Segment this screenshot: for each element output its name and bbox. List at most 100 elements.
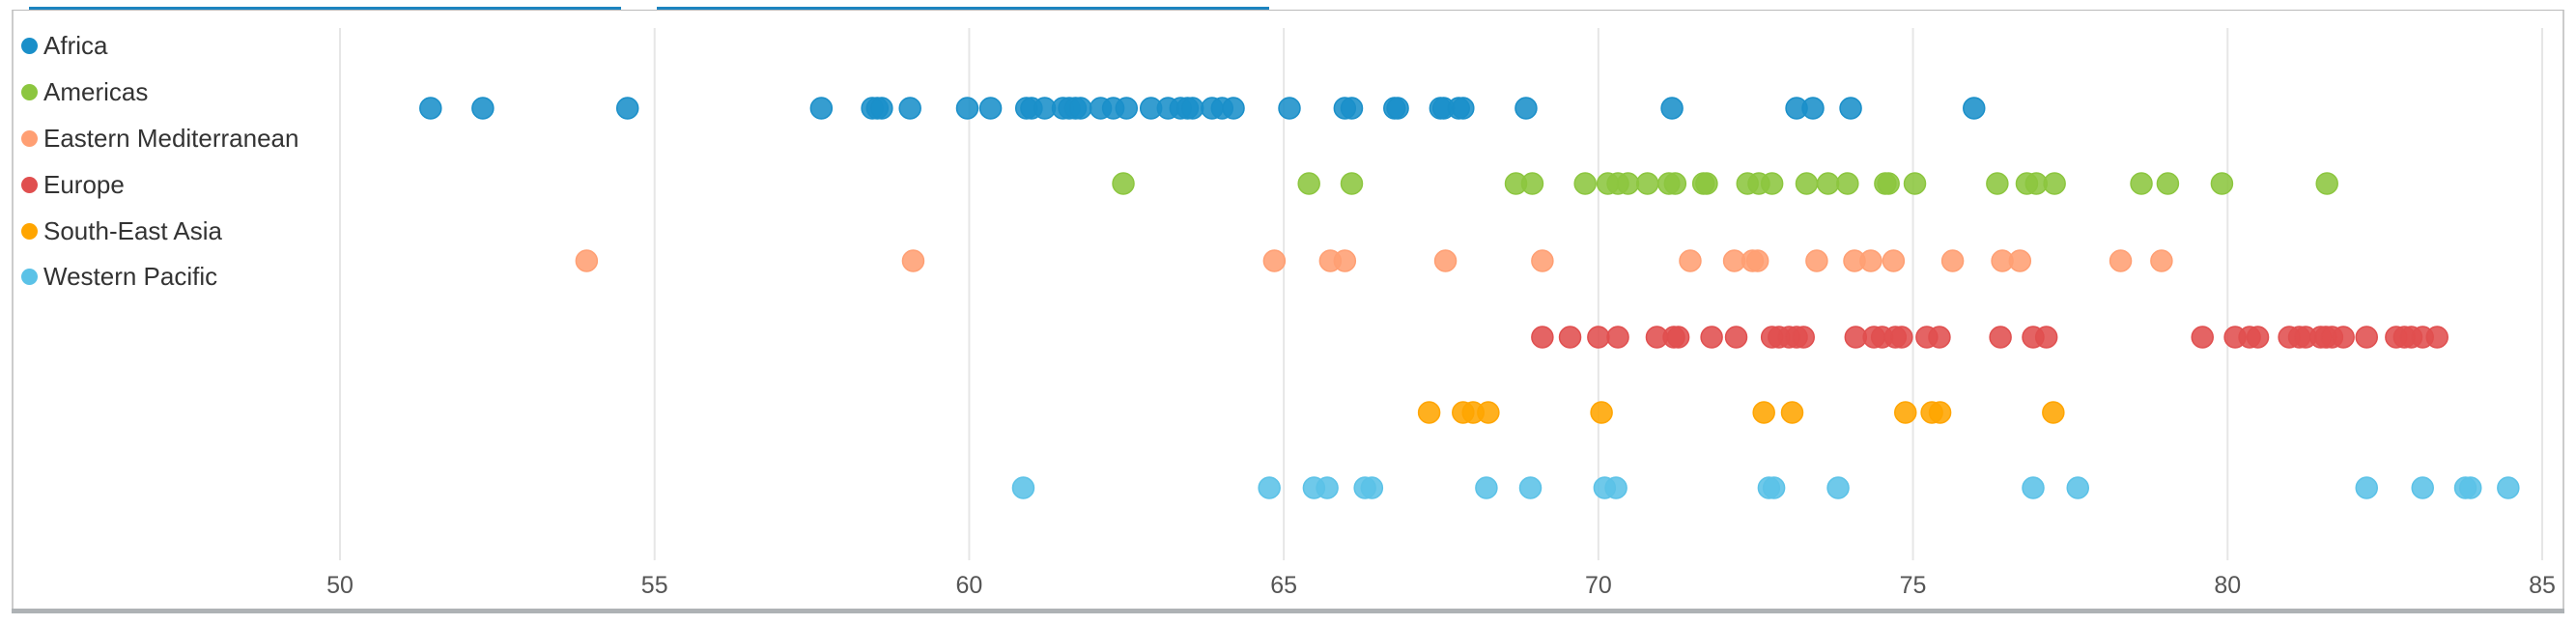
data-point[interactable] — [2130, 172, 2153, 195]
data-point[interactable] — [1801, 97, 1825, 120]
legend-item[interactable]: Europe — [21, 161, 298, 208]
data-point[interactable] — [1386, 97, 1409, 120]
data-point[interactable] — [1262, 249, 1287, 272]
data-point[interactable] — [1222, 97, 1245, 120]
data-point[interactable] — [1520, 172, 1544, 195]
data-point[interactable] — [1514, 97, 1538, 120]
data-point[interactable] — [1826, 476, 1850, 499]
data-point[interactable] — [1859, 249, 1882, 272]
data-point[interactable] — [1604, 476, 1628, 499]
legend-item[interactable]: Africa — [21, 23, 298, 70]
data-point[interactable] — [2066, 476, 2089, 499]
data-point[interactable] — [2042, 401, 2065, 424]
data-point[interactable] — [1780, 401, 1804, 424]
data-point[interactable] — [1890, 326, 1913, 349]
data-point[interactable] — [1760, 172, 1784, 195]
data-point[interactable] — [1531, 249, 1554, 272]
legend-item[interactable]: Eastern Mediterranean — [21, 116, 298, 162]
data-point[interactable] — [901, 249, 925, 272]
data-point[interactable] — [2191, 326, 2214, 349]
data-point[interactable] — [1666, 326, 1690, 349]
data-point[interactable] — [2043, 172, 2066, 195]
data-point[interactable] — [1340, 97, 1364, 120]
data-point[interactable] — [2109, 249, 2133, 272]
data-point[interactable] — [1531, 326, 1554, 349]
data-point[interactable] — [1112, 172, 1135, 195]
data-point[interactable] — [1258, 476, 1281, 499]
data-point[interactable] — [2156, 172, 2180, 195]
data-point[interactable] — [870, 97, 893, 120]
data-point[interactable] — [1340, 172, 1364, 195]
data-point[interactable] — [1877, 172, 1900, 195]
data-point[interactable] — [1606, 326, 1629, 349]
data-point[interactable] — [1679, 249, 1702, 272]
data-point[interactable] — [615, 97, 639, 120]
data-point[interactable] — [1816, 172, 1840, 195]
data-point[interactable] — [1573, 172, 1597, 195]
data-point[interactable] — [1333, 249, 1357, 272]
data-point[interactable] — [1903, 172, 1927, 195]
data-point[interactable] — [471, 97, 495, 120]
data-point[interactable] — [1316, 476, 1339, 499]
data-point[interactable] — [1792, 326, 1815, 349]
data-point[interactable] — [2210, 172, 2234, 195]
data-point[interactable] — [1963, 97, 1986, 120]
data-point[interactable] — [1360, 476, 1384, 499]
data-point[interactable] — [2150, 249, 2173, 272]
data-point[interactable] — [419, 97, 442, 120]
data-point[interactable] — [1297, 172, 1320, 195]
data-point[interactable] — [1068, 97, 1092, 120]
data-point[interactable] — [2425, 326, 2449, 349]
data-point[interactable] — [1278, 97, 1301, 120]
data-point[interactable] — [898, 97, 921, 120]
data-point[interactable] — [2332, 326, 2355, 349]
data-point[interactable] — [1587, 326, 1610, 349]
data-point[interactable] — [1417, 401, 1441, 424]
data-point[interactable] — [2355, 326, 2379, 349]
data-point[interactable] — [1558, 326, 1582, 349]
data-point[interactable] — [1180, 97, 1204, 120]
data-point[interactable] — [809, 97, 834, 120]
data-point[interactable] — [575, 249, 599, 272]
data-point[interactable] — [1477, 401, 1500, 424]
data-point[interactable] — [1795, 172, 1819, 195]
data-point[interactable] — [1663, 172, 1687, 195]
data-point[interactable] — [1989, 326, 2012, 349]
data-point[interactable] — [2411, 476, 2434, 499]
data-point[interactable] — [2008, 249, 2032, 272]
data-point[interactable] — [2034, 326, 2058, 349]
resize-bar[interactable] — [12, 609, 2564, 613]
data-point[interactable] — [1700, 326, 1723, 349]
data-point[interactable] — [1590, 401, 1613, 424]
data-point[interactable] — [1762, 476, 1786, 499]
data-point[interactable] — [1518, 476, 1543, 499]
data-point[interactable] — [1695, 172, 1718, 195]
data-point[interactable] — [1940, 249, 1965, 272]
data-point[interactable] — [1928, 401, 1952, 424]
data-point[interactable] — [955, 97, 979, 120]
data-point[interactable] — [2458, 476, 2482, 499]
legend-item[interactable]: South-East Asia — [21, 208, 298, 254]
data-point[interactable] — [1475, 476, 1498, 499]
data-point[interactable] — [1433, 249, 1458, 272]
data-point[interactable] — [1011, 476, 1035, 499]
data-point[interactable] — [978, 97, 1003, 120]
data-point[interactable] — [1805, 249, 1828, 272]
data-point[interactable] — [2497, 476, 2520, 499]
data-point[interactable] — [1752, 401, 1775, 424]
data-point[interactable] — [2022, 476, 2045, 499]
data-point[interactable] — [2246, 326, 2270, 349]
legend-item[interactable]: Americas — [21, 70, 298, 116]
data-point[interactable] — [1928, 326, 1951, 349]
data-point[interactable] — [1635, 172, 1659, 195]
data-point[interactable] — [1882, 249, 1906, 272]
data-point[interactable] — [1616, 172, 1640, 195]
data-point[interactable] — [1724, 326, 1748, 349]
data-point[interactable] — [1115, 97, 1139, 120]
data-point[interactable] — [1452, 97, 1475, 120]
legend-item[interactable]: Western Pacific — [21, 254, 298, 300]
data-point[interactable] — [2355, 476, 2379, 499]
data-point[interactable] — [1894, 401, 1917, 424]
data-point[interactable] — [1986, 172, 2009, 195]
data-point[interactable] — [1839, 97, 1862, 120]
